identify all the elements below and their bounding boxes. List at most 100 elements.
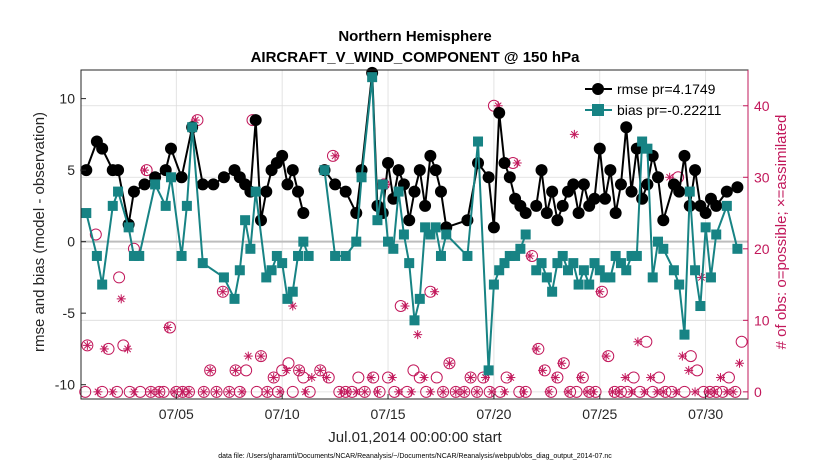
obs-star-stroke	[488, 388, 496, 396]
obs-assimilated-point	[330, 151, 340, 161]
obs-assimilated-point	[538, 365, 548, 375]
obs-star-stroke	[83, 341, 91, 349]
rmse-point	[413, 164, 426, 177]
obs-star-stroke	[388, 374, 396, 382]
bias-point	[367, 72, 378, 83]
obs-assimilated-point	[671, 387, 681, 397]
obs-possible-point	[282, 357, 295, 370]
obs-assimilated-point	[256, 351, 266, 361]
bias-point	[536, 258, 547, 269]
obs-star-stroke	[500, 388, 508, 396]
bias-point	[626, 250, 637, 261]
obs-assimilated-point	[140, 165, 150, 175]
rmse-point	[487, 221, 500, 234]
rmse-point	[652, 171, 665, 184]
obs-assimilated-point	[322, 373, 332, 383]
obs-assimilated-point	[459, 387, 469, 397]
bias-point	[404, 258, 415, 269]
y-tick-label: 10	[59, 91, 75, 107]
obs-assimilated-point	[690, 387, 700, 397]
obs-star-stroke	[130, 388, 138, 396]
obs-assimilated-point	[715, 373, 725, 383]
obs-star-stroke	[282, 366, 290, 374]
x-axis-label: Jul.01,2014 00:00:00 start	[328, 429, 502, 446]
bias-point	[594, 265, 605, 276]
obs-star-stroke	[439, 388, 447, 396]
obs-possible-point	[286, 385, 299, 398]
obs-star-stroke	[232, 366, 240, 374]
obs-star-stroke	[323, 374, 331, 382]
obs-possible-point	[210, 385, 223, 398]
rmse-point	[593, 142, 606, 155]
obs-assimilated-point	[343, 387, 353, 397]
obs-star-stroke	[602, 352, 610, 360]
obs-star-stroke	[225, 388, 233, 396]
bias-point	[113, 186, 124, 197]
obs-star-stroke	[551, 374, 559, 382]
rmse-point	[546, 185, 559, 198]
obs-assimilated-point	[351, 387, 361, 397]
obs-star-stroke	[206, 366, 214, 374]
obs-assimilated-point	[451, 387, 461, 397]
obs-possible-point	[254, 350, 267, 363]
rmse-point	[429, 164, 442, 177]
obs-assimilated-point	[582, 387, 592, 397]
obs-possible-point	[352, 371, 365, 384]
obs-star-stroke	[337, 388, 345, 396]
obs-assimilated-point	[466, 373, 476, 383]
obs-star-stroke	[395, 388, 403, 396]
obs-assimilated-point	[163, 322, 173, 332]
rmse-point	[403, 214, 416, 227]
rmse-point	[657, 214, 670, 227]
obs-assimilated-point	[557, 358, 567, 368]
obs-possible-point	[240, 364, 253, 377]
bias-point	[690, 265, 701, 276]
bias-point	[372, 215, 383, 226]
obs-star-stroke	[570, 130, 578, 138]
obs-count-markers	[79, 99, 748, 398]
obs-assimilated-point	[212, 387, 222, 397]
obs-assimilated-point	[525, 251, 535, 261]
obs-assimilated-point	[146, 387, 156, 397]
obs-assimilated-point	[199, 387, 209, 397]
bias-point	[700, 222, 711, 233]
obs-possible-point	[204, 364, 217, 377]
bias-point	[483, 365, 494, 376]
bias-point	[557, 250, 568, 261]
bias-point	[160, 200, 171, 211]
obs-possible-point	[437, 385, 450, 398]
bias-series-line	[85, 127, 310, 303]
obs-star-stroke	[361, 388, 369, 396]
x-tick-label: 07/10	[265, 406, 300, 422]
obs-star-stroke	[109, 388, 117, 396]
y-tick-label: 0	[67, 234, 75, 250]
obs-assimilated-point	[93, 387, 103, 397]
rmse-point	[620, 121, 633, 134]
obs-assimilated-point	[413, 330, 423, 340]
obs-assimilated-point	[569, 129, 579, 139]
bias-point	[695, 301, 706, 312]
obs-assimilated-point	[544, 387, 554, 397]
rmse-point	[614, 178, 627, 191]
bias-point	[303, 250, 314, 261]
obs-assimilated-point	[99, 344, 109, 354]
bias-point	[658, 243, 669, 254]
bias-point	[515, 243, 526, 254]
bias-point	[123, 222, 134, 233]
bias-point	[187, 122, 198, 133]
rmse-point	[281, 178, 294, 191]
plot-frame	[80, 69, 749, 400]
obs-star-stroke	[583, 388, 591, 396]
obs-possible-point	[640, 335, 653, 348]
bias-point	[261, 272, 272, 283]
bias-point	[621, 265, 632, 276]
obs-assimilated-point	[487, 387, 497, 397]
obs-assimilated-point	[614, 387, 624, 397]
rmse-point	[530, 199, 543, 212]
bias-point	[573, 279, 584, 290]
bias-point	[293, 250, 304, 261]
rmse-point	[556, 199, 569, 212]
obs-assimilated-point	[154, 387, 164, 397]
obs-star-stroke	[238, 388, 246, 396]
obs-star-stroke	[691, 388, 699, 396]
